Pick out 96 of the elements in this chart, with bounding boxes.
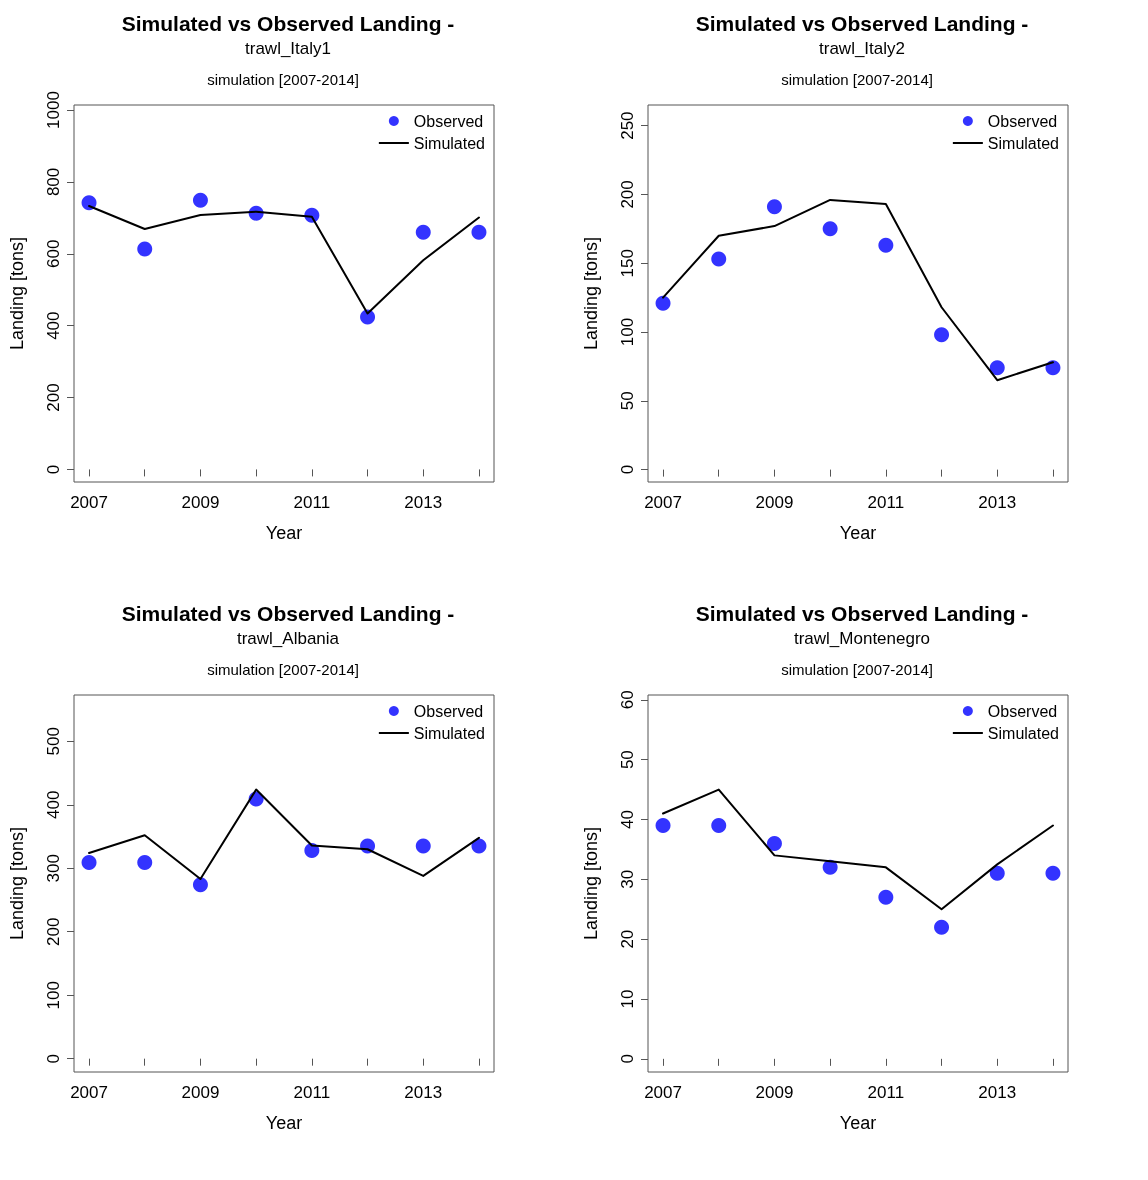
chart-subtitle: trawl_Albania <box>236 629 340 648</box>
legend-label: Observed <box>413 702 484 720</box>
y-tick-label: 250 <box>618 111 637 140</box>
point <box>192 877 208 893</box>
point <box>81 855 97 871</box>
x-axis-title: Year <box>265 1113 303 1133</box>
chart-title: Simulated vs Observed Landing - <box>121 12 455 35</box>
chart-title: Simulated vs Observed Landing - <box>695 602 1029 625</box>
y-tick-label: 400 <box>44 311 63 340</box>
chart-subtitle: trawl_Montenegro <box>793 629 931 648</box>
chart-title: Simulated vs Observed Landing - <box>121 602 455 625</box>
point <box>81 195 97 211</box>
point <box>989 360 1005 376</box>
y-tick-label: 100 <box>618 317 637 347</box>
y-tick-label: 1000 <box>44 91 63 129</box>
y-tick-label: 10 <box>618 989 637 1009</box>
y-tick-label: 0 <box>618 1054 637 1064</box>
y-tick-label: 0 <box>618 464 637 475</box>
point <box>1045 865 1061 881</box>
x-tick-label: 2007 <box>644 1083 682 1102</box>
point <box>822 221 838 237</box>
legend-label: Observed <box>987 112 1058 130</box>
legend-label: Observed <box>987 702 1058 720</box>
y-tick-label: 400 <box>44 790 63 819</box>
y-tick-label: 800 <box>44 167 63 197</box>
y-tick-label: 40 <box>618 810 637 829</box>
point <box>415 838 431 854</box>
point <box>192 192 208 208</box>
point <box>304 843 320 858</box>
y-tick-label: 150 <box>618 249 637 278</box>
point <box>137 241 153 257</box>
y-axis-title: Landing [tons] <box>581 826 601 941</box>
point <box>766 199 782 215</box>
point <box>137 855 153 871</box>
x-tick-label: 2011 <box>867 493 905 512</box>
text: simulation [2007-2014] <box>781 661 933 678</box>
point <box>989 865 1005 881</box>
y-tick-label: 200 <box>44 383 63 412</box>
y-tick-label: 600 <box>44 239 63 268</box>
legend-label: Simulated <box>987 724 1060 742</box>
x-axis-title: Year <box>839 1113 877 1133</box>
x-tick-label: 2013 <box>978 1083 1017 1102</box>
legend-label: Simulated <box>987 134 1060 152</box>
legend-label: Simulated <box>413 134 486 152</box>
x-tick-label: 2009 <box>181 493 220 512</box>
y-tick-label: 200 <box>44 917 63 946</box>
y-tick-label: 50 <box>618 391 637 411</box>
legend-label: Observed <box>413 112 484 130</box>
y-axis-title: Landing [tons] <box>581 236 601 351</box>
x-tick-label: 2013 <box>404 493 443 512</box>
text: simulation [2007-2014] <box>207 661 359 678</box>
y-tick-label: 30 <box>618 869 637 889</box>
x-tick-label: 2007 <box>70 493 108 512</box>
x-tick-label: 2011 <box>867 1083 905 1102</box>
x-axis-title: Year <box>839 523 877 543</box>
y-tick-label: 20 <box>618 929 637 949</box>
x-tick-label: 2011 <box>293 493 331 512</box>
x-axis-title: Year <box>265 523 303 543</box>
y-tick-label: 300 <box>44 854 63 883</box>
point <box>655 295 671 311</box>
y-tick-label: 0 <box>44 1053 63 1064</box>
text: simulation [2007-2014] <box>781 71 933 88</box>
point <box>766 835 782 851</box>
x-tick-label: 2009 <box>755 1083 794 1102</box>
legend-label: Simulated <box>413 724 486 742</box>
y-tick-label: 0 <box>44 464 63 475</box>
y-axis-title: Landing [tons] <box>7 826 27 941</box>
y-tick-label: 200 <box>618 180 637 209</box>
x-tick-label: 2013 <box>404 1083 443 1102</box>
point <box>1045 360 1061 376</box>
x-tick-label: 2011 <box>293 1083 331 1102</box>
x-tick-label: 2007 <box>644 493 682 512</box>
point <box>711 251 727 267</box>
y-axis-title: Landing [tons] <box>7 236 27 351</box>
x-tick-label: 2009 <box>181 1083 220 1102</box>
y-tick-label: 50 <box>618 750 637 770</box>
point <box>415 224 431 240</box>
point <box>711 817 727 833</box>
point <box>934 327 950 343</box>
y-tick-label: 100 <box>44 981 63 1010</box>
y-tick-label: 500 <box>44 727 63 756</box>
chart-subtitle: trawl_Italy1 <box>245 39 331 58</box>
point <box>878 237 894 253</box>
y-tick-label: 60 <box>618 690 637 710</box>
point <box>471 838 487 854</box>
point <box>471 224 487 240</box>
point <box>655 817 671 833</box>
point <box>878 889 894 905</box>
x-tick-label: 2013 <box>978 493 1017 512</box>
point <box>934 919 950 935</box>
x-tick-label: 2009 <box>755 493 794 512</box>
chart-title: Simulated vs Observed Landing - <box>695 12 1029 35</box>
chart-subtitle: trawl_Italy2 <box>819 39 905 58</box>
text: simulation [2007-2014] <box>207 71 359 88</box>
line-series <box>662 788 1054 911</box>
x-tick-label: 2007 <box>70 1083 108 1102</box>
